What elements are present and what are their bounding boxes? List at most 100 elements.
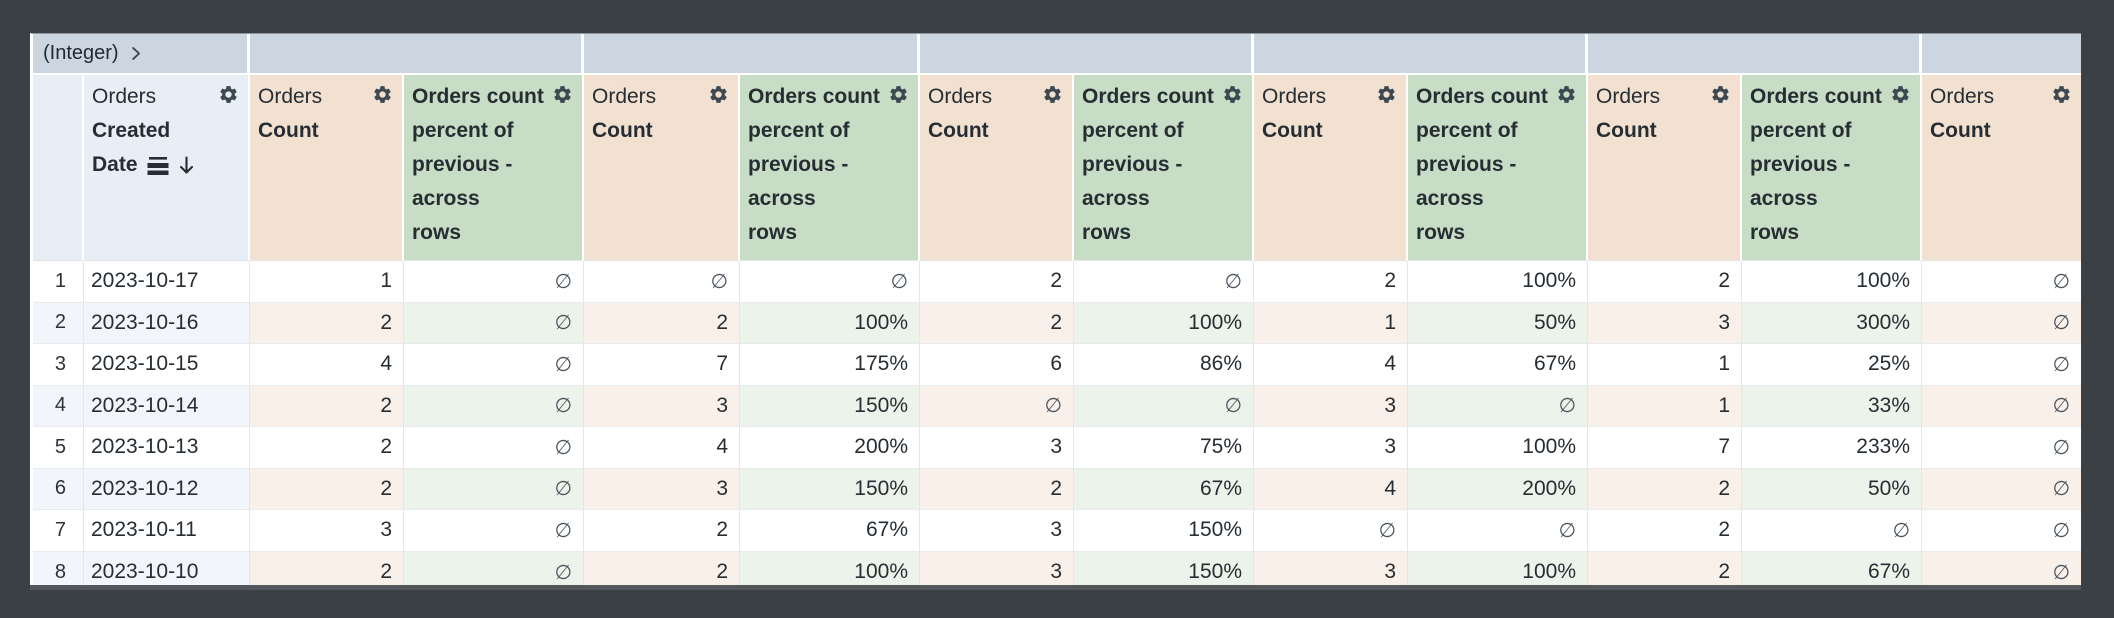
value-cell[interactable]: 150% [1074, 510, 1254, 552]
date-cell[interactable]: 2023-10-14 [84, 385, 250, 427]
date-cell[interactable]: 2023-10-17 [84, 261, 250, 303]
null-value-cell[interactable]: ∅ [404, 261, 584, 303]
value-cell[interactable]: 200% [740, 427, 920, 469]
gear-icon[interactable] [708, 84, 729, 105]
value-cell[interactable]: 2 [920, 261, 1074, 303]
value-cell[interactable]: 1 [1588, 385, 1742, 427]
null-value-cell[interactable]: ∅ [404, 468, 584, 510]
null-value-cell[interactable]: ∅ [1922, 468, 2081, 510]
column-header-orders-count[interactable]: Orders Count [1588, 75, 1742, 261]
value-cell[interactable]: 2 [1588, 468, 1742, 510]
column-header-orders-count-percent-of-previous[interactable]: Orders count percent of previous - across ro… [1074, 75, 1254, 261]
column-header-orders-count[interactable]: Orders Count [250, 75, 404, 261]
null-value-cell[interactable]: ∅ [1074, 385, 1254, 427]
null-value-cell[interactable]: ∅ [1254, 510, 1408, 552]
column-header-orders-count[interactable]: Orders Count [1254, 75, 1408, 261]
gear-icon[interactable] [372, 84, 393, 105]
value-cell[interactable]: 150% [1074, 551, 1254, 585]
value-cell[interactable]: 150% [740, 468, 920, 510]
null-value-cell[interactable]: ∅ [1922, 302, 2081, 344]
value-cell[interactable]: 3 [920, 551, 1074, 585]
value-cell[interactable]: 50% [1742, 468, 1922, 510]
gear-icon[interactable] [1222, 84, 1243, 105]
value-cell[interactable]: 1 [250, 261, 404, 303]
column-header-orders-count-percent-of-previous[interactable]: Orders count percent of previous - across ro… [1742, 75, 1922, 261]
value-cell[interactable]: 6 [920, 344, 1074, 386]
gear-icon[interactable] [888, 84, 909, 105]
null-value-cell[interactable]: ∅ [404, 427, 584, 469]
null-value-cell[interactable]: ∅ [1074, 261, 1254, 303]
value-cell[interactable]: 100% [740, 551, 920, 585]
null-value-cell[interactable]: ∅ [404, 344, 584, 386]
value-cell[interactable]: 3 [1254, 427, 1408, 469]
value-cell[interactable]: 25% [1742, 344, 1922, 386]
null-value-cell[interactable]: ∅ [1408, 510, 1588, 552]
column-header-orders-count[interactable]: Orders Count [584, 75, 740, 261]
chevron-right-icon[interactable] [126, 44, 145, 63]
value-cell[interactable]: 200% [1408, 468, 1588, 510]
value-cell[interactable]: 100% [740, 302, 920, 344]
null-value-cell[interactable]: ∅ [1742, 510, 1922, 552]
column-header-orders-count-percent-of-previous[interactable]: Orders count percent of previous - across ro… [404, 75, 584, 261]
value-cell[interactable]: 67% [740, 510, 920, 552]
value-cell[interactable]: 3 [920, 427, 1074, 469]
gear-icon[interactable] [2051, 84, 2072, 105]
date-cell[interactable]: 2023-10-15 [84, 344, 250, 386]
value-cell[interactable]: 2 [1588, 261, 1742, 303]
column-header-orders-count[interactable]: Orders Count [1922, 75, 2081, 261]
null-value-cell[interactable]: ∅ [1922, 261, 2081, 303]
gear-icon[interactable] [1376, 84, 1397, 105]
value-cell[interactable]: 300% [1742, 302, 1922, 344]
value-cell[interactable]: 100% [1074, 302, 1254, 344]
gear-icon[interactable] [218, 84, 239, 105]
pivot-field-header[interactable]: (Integer) [33, 34, 250, 75]
value-cell[interactable]: 7 [584, 344, 740, 386]
value-cell[interactable]: 2 [250, 427, 404, 469]
null-value-cell[interactable]: ∅ [404, 302, 584, 344]
value-cell[interactable]: 50% [1408, 302, 1588, 344]
value-cell[interactable]: 150% [740, 385, 920, 427]
null-value-cell[interactable]: ∅ [920, 385, 1074, 427]
value-cell[interactable]: 3 [1254, 385, 1408, 427]
null-value-cell[interactable]: ∅ [584, 261, 740, 303]
gear-icon[interactable] [1710, 84, 1731, 105]
value-cell[interactable]: 2 [1254, 261, 1408, 303]
value-cell[interactable]: 67% [1074, 468, 1254, 510]
value-cell[interactable]: 2 [250, 385, 404, 427]
value-cell[interactable]: 233% [1742, 427, 1922, 469]
value-cell[interactable]: 100% [1408, 427, 1588, 469]
value-cell[interactable]: 2 [250, 468, 404, 510]
value-cell[interactable]: 2 [920, 302, 1074, 344]
value-cell[interactable]: 67% [1408, 344, 1588, 386]
value-cell[interactable]: 2 [250, 302, 404, 344]
value-cell[interactable]: 2 [1588, 510, 1742, 552]
column-header-orders-count[interactable]: Orders Count [920, 75, 1074, 261]
date-cell[interactable]: 2023-10-16 [84, 302, 250, 344]
value-cell[interactable]: 3 [1254, 551, 1408, 585]
date-cell[interactable]: 2023-10-11 [84, 510, 250, 552]
null-value-cell[interactable]: ∅ [1922, 427, 2081, 469]
value-cell[interactable]: 100% [1742, 261, 1922, 303]
value-cell[interactable]: 175% [740, 344, 920, 386]
value-cell[interactable]: 75% [1074, 427, 1254, 469]
value-cell[interactable]: 3 [584, 468, 740, 510]
value-cell[interactable]: 2 [584, 510, 740, 552]
gear-icon[interactable] [1556, 84, 1577, 105]
date-cell[interactable]: 2023-10-10 [84, 551, 250, 585]
value-cell[interactable]: 33% [1742, 385, 1922, 427]
value-cell[interactable]: 86% [1074, 344, 1254, 386]
null-value-cell[interactable]: ∅ [1922, 385, 2081, 427]
value-cell[interactable]: 7 [1588, 427, 1742, 469]
value-cell[interactable]: 67% [1742, 551, 1922, 585]
value-cell[interactable]: 2 [1588, 551, 1742, 585]
value-cell[interactable]: 3 [920, 510, 1074, 552]
value-cell[interactable]: 4 [1254, 344, 1408, 386]
null-value-cell[interactable]: ∅ [1922, 344, 2081, 386]
value-cell[interactable]: 4 [584, 427, 740, 469]
value-cell[interactable]: 4 [1254, 468, 1408, 510]
value-cell[interactable]: 2 [250, 551, 404, 585]
null-value-cell[interactable]: ∅ [404, 510, 584, 552]
null-value-cell[interactable]: ∅ [404, 551, 584, 585]
value-cell[interactable]: 2 [584, 302, 740, 344]
column-header-orders-count-percent-of-previous[interactable]: Orders count percent of previous - across ro… [740, 75, 920, 261]
